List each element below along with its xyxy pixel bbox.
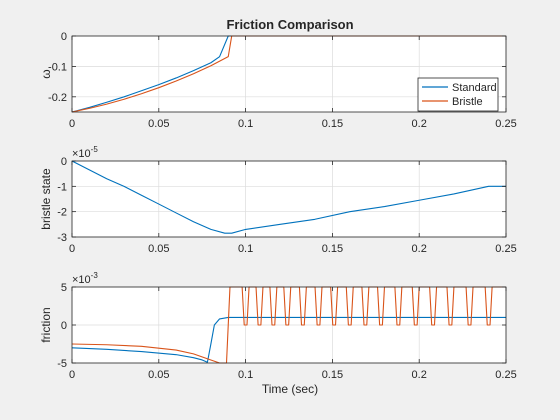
x-tick-label: 0.1 [238,369,253,381]
bristle-state-axes: 0 0.05 0.1 0.15 0.2 0.25 -3 -2 -1 0 ×10-5 bristle s… [39,145,517,255]
y-tick-label: -1 [57,181,67,193]
x-tick-label: 0.25 [495,369,516,381]
x-tick-label: 0 [69,369,75,381]
x-tick-label: 0.05 [148,118,169,130]
x-tick-label: 0 [69,118,75,130]
y-tick-label: -0.1 [48,61,67,73]
x-tick-label: 0.25 [495,118,516,130]
y-tick-label: -3 [57,232,67,244]
x-axis-label: Time (sec) [262,382,318,396]
y-exponent-label: ×10-3 [72,271,98,286]
series-line-standard [71,316,506,363]
x-tick-label: 0.2 [412,243,427,255]
x-tick-label: 0.2 [412,369,427,381]
legend-label-standard: Standard [452,82,497,94]
axes-box [71,35,507,113]
y-tick-label: -0.2 [48,92,67,104]
y-axis-label: friction [39,307,53,342]
y-tick-label: 0 [61,320,67,332]
chart-title: Friction Comparison [226,17,353,32]
x-tick-label: 0.25 [495,243,516,255]
y-tick-label: 0 [61,156,67,168]
legend: Standard Bristle [417,77,499,112]
x-tick-label: 0.15 [322,118,343,130]
y-axis-label: ω [39,69,53,78]
x-tick-label: 0 [69,243,75,255]
y-tick-label: 0 [61,31,67,43]
y-tick-label: -2 [57,207,67,219]
x-tick-label: 0.2 [412,118,427,130]
y-tick-label: 5 [61,282,67,294]
y-tick-label: -5 [57,358,67,370]
axes-box [71,160,507,238]
y-exponent-label: ×10-5 [72,145,98,160]
legend-label-bristle: Bristle [452,96,483,108]
series-line-state [71,160,506,234]
x-tick-label: 0.1 [238,243,253,255]
omega-axes: 0 0.05 0.1 0.15 0.2 0.25 -0.2 -0.1 0 ω [39,31,517,130]
x-tick-label: 0.05 [148,369,169,381]
x-tick-label: 0.05 [148,243,169,255]
legend-box [417,77,499,112]
x-tick-label: 0.15 [322,243,343,255]
plot-area [72,161,506,237]
x-tick-label: 0.1 [238,118,253,130]
y-axis-label: bristle state [39,168,53,230]
x-tick-label: 0.15 [322,369,343,381]
